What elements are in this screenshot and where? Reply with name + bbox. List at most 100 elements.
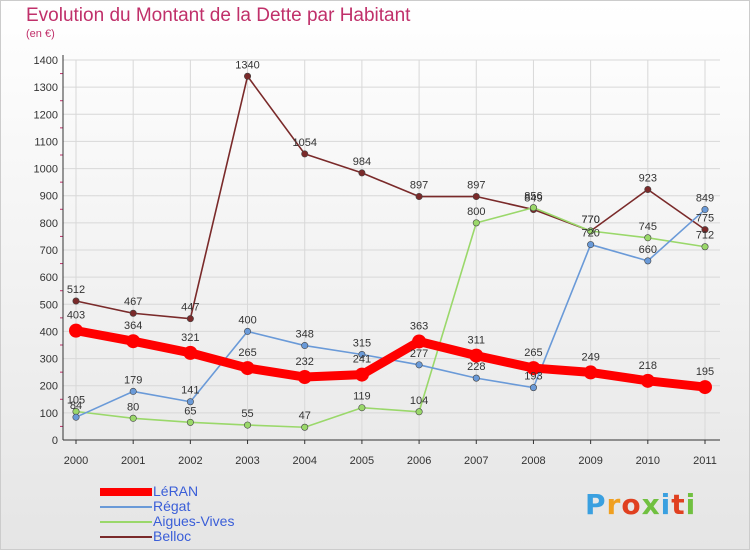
data-label-l-ran: 321 xyxy=(181,332,199,344)
y-tick-label: 1000 xyxy=(34,164,58,176)
proxiti-logo: Proxiti xyxy=(585,488,697,521)
series-line-aigues-vives xyxy=(75,206,706,429)
data-label-aigues-vives: 745 xyxy=(639,221,657,233)
chart-unit: (en €) xyxy=(26,28,55,40)
data-point-aigues-vives xyxy=(644,234,652,242)
x-tick-label: 2008 xyxy=(521,455,545,467)
axes: 0 100 200 300 400 500 600 700 800 900 1000 1100 1200… xyxy=(34,55,720,467)
data-point-l-ran xyxy=(698,380,712,395)
data-point-l-ran xyxy=(240,361,255,376)
x-tick-label: 2011 xyxy=(693,455,717,467)
data-point-r-gat xyxy=(244,327,252,335)
data-point-aigues-vives xyxy=(415,408,423,416)
x-tick-label: 2009 xyxy=(578,455,602,467)
y-tick-label: 1200 xyxy=(34,109,58,121)
data-point-aigues-vives xyxy=(129,414,137,422)
data-label-r-gat: 141 xyxy=(181,385,199,397)
data-label-r-gat: 84 xyxy=(70,400,82,412)
data-label-aigues-vives: 770 xyxy=(581,214,599,226)
legend-swatch xyxy=(100,536,152,538)
data-label-l-ran: 265 xyxy=(238,347,256,359)
legend-label: Aigues-Vives xyxy=(153,513,235,529)
data-point-belloc xyxy=(129,309,137,317)
x-tick-label: 2006 xyxy=(407,455,431,467)
data-point-l-ran xyxy=(69,323,83,338)
y-tick-label: 200 xyxy=(40,381,58,393)
data-point-aigues-vives xyxy=(701,243,709,251)
data-point-l-ran xyxy=(469,348,484,363)
data-label-belloc: 897 xyxy=(410,180,428,192)
data-point-r-gat xyxy=(301,342,309,350)
data-label-r-gat: 720 xyxy=(581,228,599,240)
legend-swatch xyxy=(100,506,152,508)
data-point-r-gat xyxy=(529,384,537,392)
data-label-r-gat: 849 xyxy=(696,193,714,205)
y-tick-label: 1300 xyxy=(34,82,58,94)
x-tick-label: 2002 xyxy=(178,455,202,467)
data-label-aigues-vives: 800 xyxy=(467,206,485,218)
data-label-belloc: 849 xyxy=(524,193,542,205)
data-point-aigues-vives xyxy=(244,421,252,429)
data-label-l-ran: 363 xyxy=(410,320,428,332)
data-label-l-ran: 241 xyxy=(353,354,371,366)
legend-label: Régat xyxy=(153,498,191,514)
data-label-belloc: 512 xyxy=(67,284,85,296)
data-label-l-ran: 311 xyxy=(467,335,485,347)
data-label-aigues-vives: 119 xyxy=(353,391,371,403)
data-point-r-gat xyxy=(415,361,423,369)
data-label-aigues-vives: 80 xyxy=(127,401,139,413)
data-point-l-ran xyxy=(183,345,198,360)
data-point-belloc xyxy=(472,193,480,201)
x-tick-label: 2007 xyxy=(464,455,488,467)
x-tick-label: 2004 xyxy=(292,455,316,467)
data-point-belloc xyxy=(301,150,309,158)
data-point-r-gat xyxy=(472,374,480,382)
data-label-l-ran: 364 xyxy=(124,320,142,332)
legend-swatch xyxy=(100,488,152,496)
data-labels: 512 467 447 1340 1054 984 897 897 849 770 923 775 10… xyxy=(67,59,714,422)
data-point-r-gat xyxy=(72,413,80,421)
data-point-l-ran xyxy=(526,361,541,376)
data-point-aigues-vives xyxy=(529,204,537,212)
data-label-aigues-vives: 65 xyxy=(184,405,196,417)
x-tick-label: 2001 xyxy=(121,455,145,467)
data-point-belloc xyxy=(701,226,709,234)
y-tick-label: 900 xyxy=(40,191,58,203)
y-tick-label: 700 xyxy=(40,245,58,257)
data-point-l-ran xyxy=(583,365,598,380)
data-label-l-ran: 195 xyxy=(696,366,714,378)
data-point-aigues-vives xyxy=(587,227,595,235)
y-tick-label: 300 xyxy=(40,354,58,366)
data-label-aigues-vives: 47 xyxy=(299,410,311,422)
data-label-belloc: 1054 xyxy=(292,137,316,149)
data-label-belloc: 447 xyxy=(181,302,199,314)
data-point-r-gat xyxy=(358,350,366,358)
grid xyxy=(63,59,720,441)
y-tick-label: 1400 xyxy=(34,55,58,67)
data-label-r-gat: 315 xyxy=(353,338,371,350)
data-point-aigues-vives xyxy=(358,404,366,412)
data-label-aigues-vives: 712 xyxy=(696,230,714,242)
data-label-l-ran: 265 xyxy=(524,347,542,359)
y-tick-label: 100 xyxy=(40,408,58,420)
data-label-belloc: 923 xyxy=(639,172,657,184)
legend-swatch xyxy=(100,521,152,523)
series-line-l-ran xyxy=(71,326,710,392)
data-label-r-gat: 277 xyxy=(410,348,428,360)
series-lines xyxy=(69,72,712,431)
series-line-belloc xyxy=(75,75,706,320)
data-point-r-gat xyxy=(129,387,137,395)
legend-label: Belloc xyxy=(153,528,192,544)
data-label-belloc: 770 xyxy=(581,214,599,226)
data-label-belloc: 775 xyxy=(696,213,714,225)
y-tick-label: 600 xyxy=(40,272,58,284)
data-label-belloc: 984 xyxy=(353,156,371,168)
y-tick-label: 0 xyxy=(52,435,58,447)
data-point-aigues-vives xyxy=(186,418,194,426)
data-label-l-ran: 232 xyxy=(296,356,314,368)
data-label-aigues-vives: 55 xyxy=(241,408,253,420)
data-point-belloc xyxy=(72,297,80,305)
x-tick-label: 2010 xyxy=(636,455,660,467)
x-tick-label: 2003 xyxy=(235,455,259,467)
data-point-l-ran xyxy=(354,367,369,382)
